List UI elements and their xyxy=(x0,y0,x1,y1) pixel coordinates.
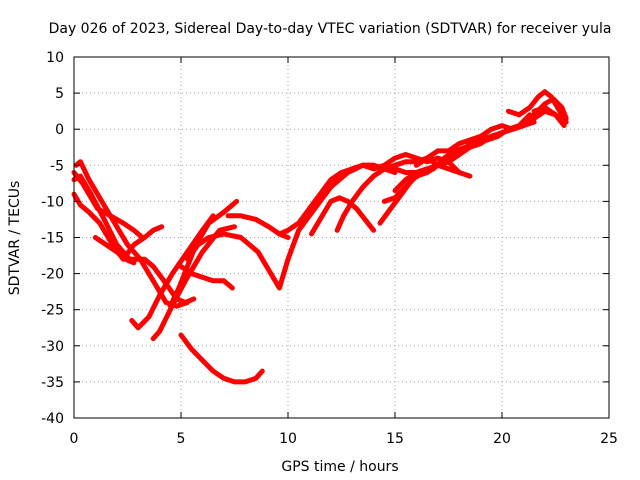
y-tick-label: 0 xyxy=(55,122,64,138)
x-tick-label: 25 xyxy=(600,431,618,447)
y-tick-label: -25 xyxy=(41,303,64,319)
series-trace-11 xyxy=(178,332,265,385)
grid xyxy=(74,57,609,418)
x-axis-label: GPS time / hours xyxy=(281,459,398,475)
y-tick-label: -15 xyxy=(41,231,64,247)
x-tick-label: 0 xyxy=(70,431,79,447)
series-trace-4 xyxy=(71,170,145,240)
y-tick-label: -5 xyxy=(50,158,64,174)
y-tick-label: -30 xyxy=(41,339,64,355)
y-tick-label: -20 xyxy=(41,267,64,283)
series-trace-16 xyxy=(334,155,473,233)
series-trace-5 xyxy=(92,235,137,266)
y-tick-label: -10 xyxy=(41,194,64,210)
series-trace-10 xyxy=(178,263,235,291)
series-trace-23 xyxy=(520,96,569,125)
y-tick-label: -35 xyxy=(41,375,64,391)
y-axis-label: SDTVAR / TECUs xyxy=(7,181,23,296)
x-tick-label: 15 xyxy=(386,431,404,447)
y-tick-labels: -40 -35 -30 -25 -20 -15 -10 -5 0 5 10 xyxy=(41,50,64,427)
series-trace-24 xyxy=(531,105,567,129)
x-tick-label: 10 xyxy=(279,431,297,447)
series-trace-3 xyxy=(73,159,190,309)
series-trace-21 xyxy=(446,108,569,161)
y-tick-label: 5 xyxy=(55,86,64,102)
series-trace-14 xyxy=(309,195,377,237)
x-tick-labels: 0 5 10 15 20 25 xyxy=(70,431,618,447)
y-tick-label: 10 xyxy=(46,50,64,66)
x-tick-label: 20 xyxy=(493,431,511,447)
data-traces xyxy=(71,89,569,385)
series-trace-22 xyxy=(505,89,567,121)
y-tick-label: -40 xyxy=(41,411,64,427)
x-tick-label: 5 xyxy=(177,431,186,447)
axis-ticks xyxy=(73,56,610,419)
chart-title: Day 026 of 2023, Sidereal Day-to-day VTE… xyxy=(49,21,612,37)
series-trace-7 xyxy=(150,224,237,342)
